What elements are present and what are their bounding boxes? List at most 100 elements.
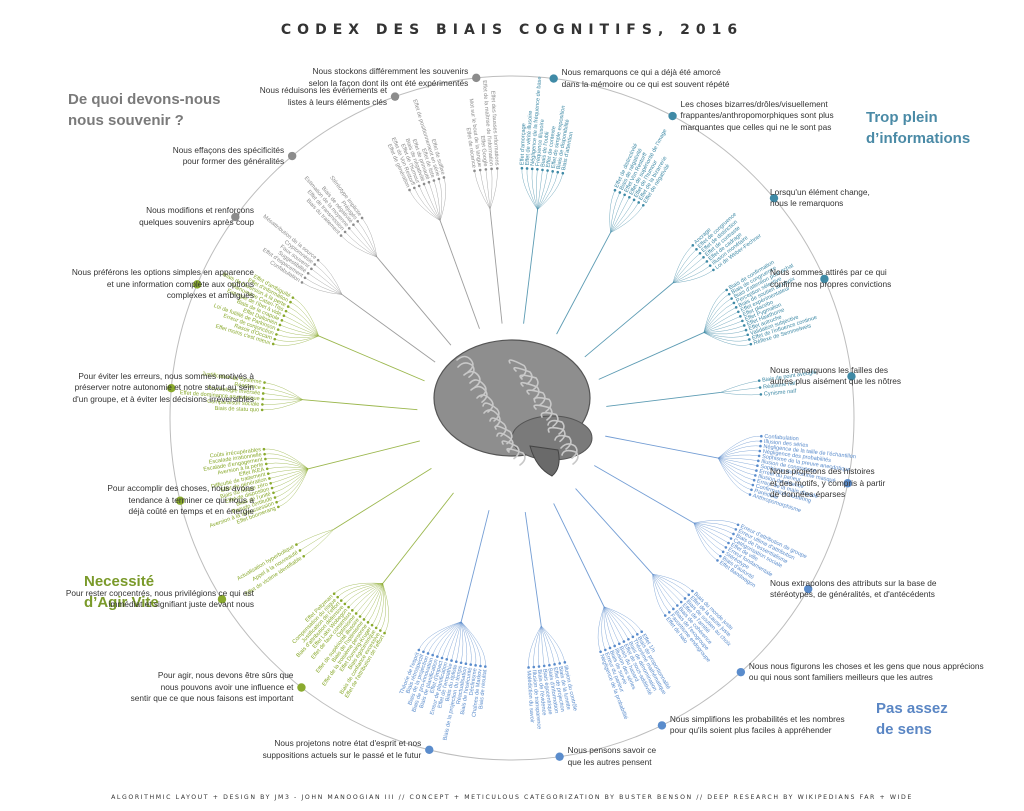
bias-leaf-dot (276, 328, 280, 331)
bias-branch (526, 168, 538, 210)
bias-leaf-dot (343, 602, 347, 606)
bias-leaf-dot (413, 186, 416, 190)
bias-leaf-dot (716, 559, 719, 562)
bias-branch (267, 466, 309, 470)
cluster-description-m2: Nous réduisons les événements et listes à… (137, 85, 387, 108)
bias-branch (672, 245, 693, 284)
cluster-description-line: Nous projetons des histoires (770, 466, 875, 476)
bias-leaf-dot (303, 276, 307, 280)
bias-label: Effet des fausses informations (489, 91, 499, 166)
bias-leaf-dot (758, 449, 762, 453)
bias-branch (533, 625, 542, 668)
bias-leaf-dot (445, 658, 449, 661)
bias-leaf-dot (691, 589, 694, 593)
bias-leaf-dot (473, 169, 476, 173)
bias-leaf-dot (691, 244, 695, 247)
bias-leaf-dot (631, 635, 635, 639)
bias-leaf-dot (275, 333, 278, 336)
bias-branch (461, 621, 486, 667)
cluster-description-m3: Nous effaçons des spécificités pour forme… (34, 145, 284, 168)
bias-leaf-dot (530, 167, 534, 171)
cluster-description-line: et des motifs, y compris à partir (770, 477, 886, 488)
bias-branch (541, 625, 555, 665)
bias-branch (264, 382, 303, 400)
bias-branch (371, 583, 383, 626)
bias-leaf-dot (273, 496, 277, 499)
cluster-trunk (606, 391, 721, 407)
bias-leaf-dot (417, 184, 421, 188)
bias-leaf-dot (490, 167, 493, 171)
bias-leaf-dot (708, 264, 712, 267)
bias-leaf-dot (313, 263, 317, 266)
bias-leaf-dot (628, 195, 631, 199)
bias-branch (537, 170, 548, 210)
bias-label: Fréquence illusoire (535, 119, 546, 167)
bias-label: Biais de l'évidence (536, 669, 547, 716)
cluster-description-line: Les choses bizarres/drôles/visuellement (680, 98, 828, 109)
bias-branch (603, 606, 638, 635)
bias-leaf-dot (354, 612, 358, 615)
cluster-description-line: Nous simplifions les probabilités et les… (669, 713, 845, 724)
cluster-description-line: et une information complète aux options (106, 278, 254, 289)
bias-leaf-dot (261, 397, 265, 401)
bias-branch (703, 289, 727, 333)
credits-footer: ALGORITHMIC LAYOUT + DESIGN BY JM3 - JOH… (111, 794, 913, 801)
bias-branch (304, 277, 343, 295)
bias-leaf-dot (264, 457, 267, 461)
bias-leaf-dot (268, 477, 271, 480)
cluster-dot (287, 151, 297, 161)
bias-leaf-dot (668, 610, 671, 614)
bias-leaf-dot (758, 386, 762, 389)
cluster-dot (555, 752, 564, 761)
bias-leaf-dot (263, 452, 266, 456)
bias-leaf-dot (537, 665, 541, 668)
bias-branch (652, 573, 682, 603)
bias-branch (292, 297, 319, 337)
bias-branch (693, 522, 724, 553)
bias-leaf-dot (520, 166, 524, 170)
bias-leaf-dot (748, 493, 752, 496)
cluster-description-line: autres plus aisément que les nôtres (770, 376, 901, 387)
bias-leaf-dot (556, 170, 560, 174)
bias-leaf-dot (310, 267, 313, 271)
bias-leaf-dot (358, 615, 362, 618)
bias-leaf-dot (712, 268, 715, 272)
bias-leaf-dot (351, 609, 354, 612)
bias-leaf-dot (617, 642, 621, 646)
cluster-description-s5: Pour agir, nous devons être sûrs que nous… (43, 670, 294, 705)
bias-leaf-dot (542, 664, 546, 668)
cluster-description-n4: Nous nous figurons les choses et les gen… (749, 661, 999, 684)
bias-leaf-dot (408, 188, 411, 192)
cluster-description-line: Pour éviter les erreurs, nous sommes mot… (78, 370, 254, 381)
bias-branch (609, 190, 616, 233)
bias-leaf-dot (275, 500, 278, 504)
bias-branch (333, 582, 383, 594)
bias-branch (717, 457, 751, 495)
bias-branch (337, 583, 383, 598)
bias-leaf-dot (459, 661, 463, 665)
cluster-dot (847, 372, 856, 381)
bias-leaf-dot (757, 379, 761, 383)
cluster-description-line: frappantes/anthropomorphiques sont plus (680, 110, 834, 121)
bias-branch (299, 529, 335, 551)
cluster-dot (657, 721, 667, 730)
bias-branch (703, 316, 741, 333)
cluster-description-line: Nous réduisons les événements et (259, 85, 388, 96)
bias-leaf-dot (484, 665, 487, 668)
bias-branch (652, 573, 678, 606)
bias-branch (601, 606, 606, 651)
bias-leaf-dot (724, 546, 728, 549)
bias-branch (348, 583, 383, 608)
bias-branch (720, 392, 761, 396)
cluster-description-line: Nous pensons savoir ce (567, 745, 657, 756)
cluster-dot (549, 74, 558, 83)
bias-branch (718, 457, 759, 462)
bias-leaf-dot (604, 648, 607, 652)
bias-branch (262, 399, 303, 411)
bias-leaf-dot (265, 467, 269, 471)
page-title: CODEX DES BIAIS COGNITIFS, 2016 (280, 22, 744, 38)
bias-leaf-dot (469, 663, 473, 666)
bias-leaf-dot (536, 167, 539, 171)
